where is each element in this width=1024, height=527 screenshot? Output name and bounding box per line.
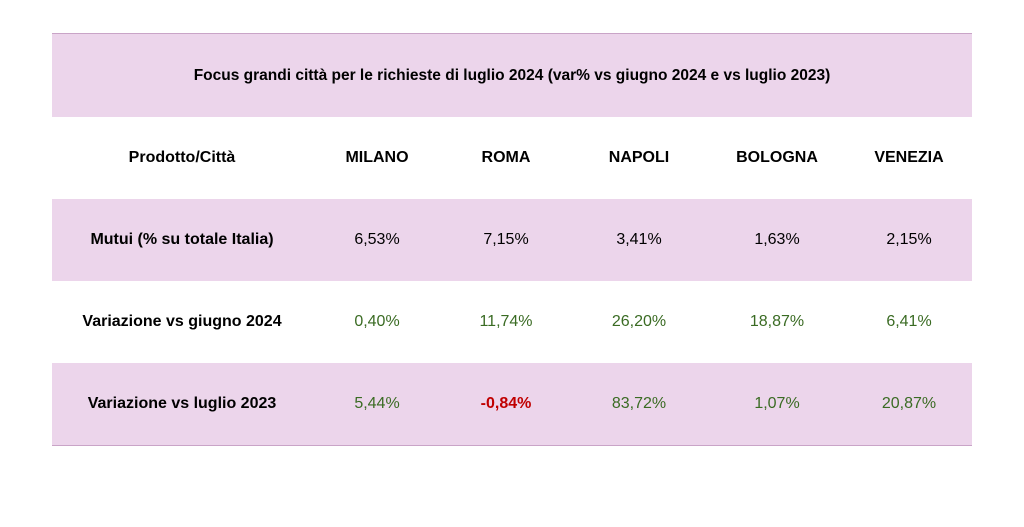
cell-value: 83,72% [570, 363, 708, 446]
header-city-bologna: BOLOGNA [736, 149, 818, 166]
header-city-milano: MILANO [345, 149, 409, 166]
cell-value: 26,20% [611, 313, 667, 330]
cell-value: 6,41% [886, 313, 932, 330]
data-table-container: Focus grandi città per le richieste di l… [52, 33, 972, 446]
cell-value: 11,74% [479, 313, 533, 330]
header-city-roma: ROMA [481, 149, 531, 166]
header-city-napoli: NAPOLI [608, 149, 670, 166]
header-city-venezia: VENEZIA [874, 149, 944, 166]
table-row-var-giugno: Variazione vs giugno 2024 0,40% 11,74% 2… [52, 281, 972, 363]
row-label: Mutui (% su totale Italia) [90, 231, 274, 248]
cell-value: 3,41% [616, 231, 662, 248]
cell-value: 5,44% [312, 363, 442, 446]
cell-value: 6,53% [354, 231, 400, 248]
cell-value: 18,87% [749, 313, 805, 330]
row-label: Variazione vs luglio 2023 [52, 363, 312, 446]
cell-value: 2,15% [886, 231, 932, 248]
cell-value: 0,40% [354, 313, 400, 330]
cell-value: 20,87% [846, 363, 972, 446]
table-row-mutui: Mutui (% su totale Italia) 6,53% 7,15% 3… [52, 199, 972, 281]
cell-value: 7,15% [483, 231, 529, 248]
table-title: Focus grandi città per le richieste di l… [52, 33, 972, 117]
row-label: Variazione vs giugno 2024 [82, 313, 282, 330]
cell-value: 1,63% [754, 231, 800, 248]
header-product-city: Prodotto/Città [128, 149, 236, 166]
table-row-var-luglio: Variazione vs luglio 2023 5,44% -0,84% 8… [52, 363, 972, 446]
cell-value-negative: -0,84% [442, 363, 570, 446]
header-row: Prodotto/Città MILANO ROMA NAPOLI BOLOGN… [52, 117, 972, 199]
cell-value: 1,07% [708, 363, 846, 446]
data-table: Prodotto/Città MILANO ROMA NAPOLI BOLOGN… [52, 117, 972, 446]
